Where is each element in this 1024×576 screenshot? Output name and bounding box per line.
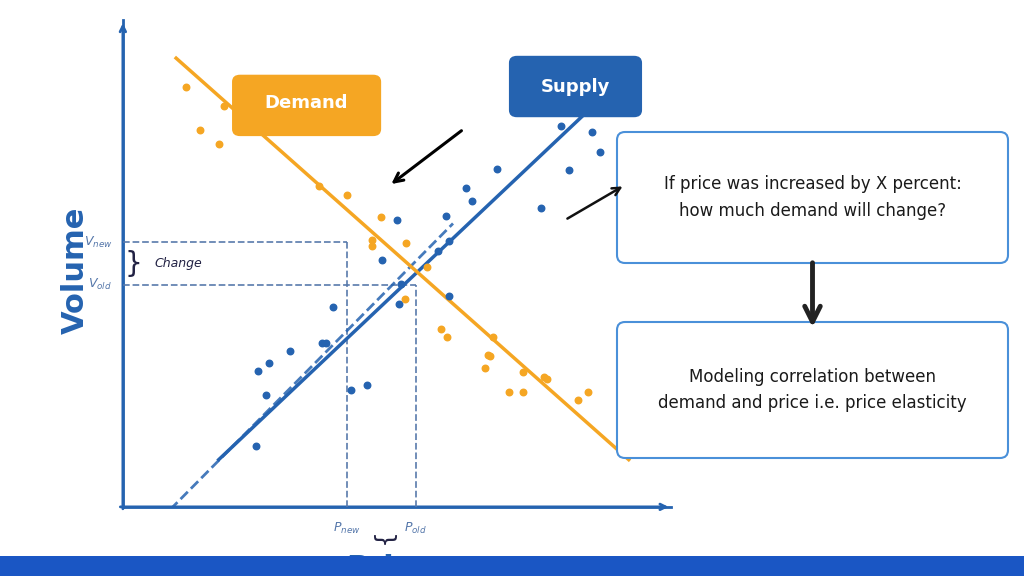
Point xyxy=(325,302,341,312)
Point xyxy=(250,366,266,376)
Point xyxy=(419,263,435,272)
FancyBboxPatch shape xyxy=(617,132,1008,263)
Text: $P_{new}$: $P_{new}$ xyxy=(333,521,360,536)
Point xyxy=(373,213,389,222)
Point xyxy=(514,387,530,396)
Point xyxy=(374,255,390,264)
Text: $V_{new}$: $V_{new}$ xyxy=(84,235,113,250)
Point xyxy=(433,324,450,334)
FancyBboxPatch shape xyxy=(509,56,642,118)
Point xyxy=(581,388,597,397)
Point xyxy=(569,396,586,405)
Point xyxy=(480,350,497,359)
Point xyxy=(178,82,195,91)
Point xyxy=(343,385,359,395)
Point xyxy=(313,339,330,348)
Point xyxy=(359,380,376,389)
Point xyxy=(391,300,408,309)
Point xyxy=(485,333,502,342)
FancyBboxPatch shape xyxy=(232,75,381,136)
Point xyxy=(565,96,582,105)
Text: }: } xyxy=(369,535,393,550)
Point xyxy=(193,126,209,135)
Point xyxy=(553,121,569,130)
Point xyxy=(260,359,276,368)
Point xyxy=(290,123,306,132)
Text: }: } xyxy=(125,249,142,278)
Text: Demand: Demand xyxy=(265,94,348,112)
Bar xyxy=(0,556,1024,576)
Point xyxy=(290,118,306,127)
Point xyxy=(441,236,458,245)
Point xyxy=(464,197,480,206)
Text: Modeling correlation between
demand and price i.e. price elasticity: Modeling correlation between demand and … xyxy=(658,368,967,412)
Point xyxy=(318,339,335,348)
Point xyxy=(430,247,446,256)
Point xyxy=(439,332,456,342)
Point xyxy=(481,352,498,361)
Point xyxy=(253,95,269,104)
Text: Change: Change xyxy=(155,257,203,270)
Point xyxy=(364,241,380,251)
FancyBboxPatch shape xyxy=(617,322,1008,458)
Point xyxy=(441,291,458,301)
Point xyxy=(570,109,587,118)
Point xyxy=(437,211,454,220)
Text: Volume: Volume xyxy=(60,207,89,335)
Text: Price: Price xyxy=(346,554,432,576)
Point xyxy=(536,373,552,382)
Point xyxy=(365,236,381,245)
Point xyxy=(398,238,415,247)
Point xyxy=(282,347,298,356)
Text: Change: Change xyxy=(385,559,398,576)
Point xyxy=(216,101,232,110)
Point xyxy=(397,294,414,304)
Text: $P_{old}$: $P_{old}$ xyxy=(404,521,427,536)
Point xyxy=(489,164,506,173)
Point xyxy=(338,191,354,200)
Point xyxy=(560,165,577,175)
Point xyxy=(515,367,531,376)
Point xyxy=(311,181,328,191)
Point xyxy=(258,390,274,399)
Point xyxy=(501,387,517,396)
Text: $V_{old}$: $V_{old}$ xyxy=(88,277,113,293)
Text: Supply: Supply xyxy=(541,78,610,96)
Point xyxy=(539,375,555,384)
Point xyxy=(458,183,474,192)
Point xyxy=(389,215,406,224)
Point xyxy=(477,363,494,372)
Point xyxy=(211,139,227,149)
Point xyxy=(393,279,410,289)
Text: If price was increased by X percent:
how much demand will change?: If price was increased by X percent: how… xyxy=(664,175,962,219)
Point xyxy=(248,441,264,450)
Point xyxy=(585,127,601,137)
Point xyxy=(532,203,549,213)
Point xyxy=(592,147,608,156)
